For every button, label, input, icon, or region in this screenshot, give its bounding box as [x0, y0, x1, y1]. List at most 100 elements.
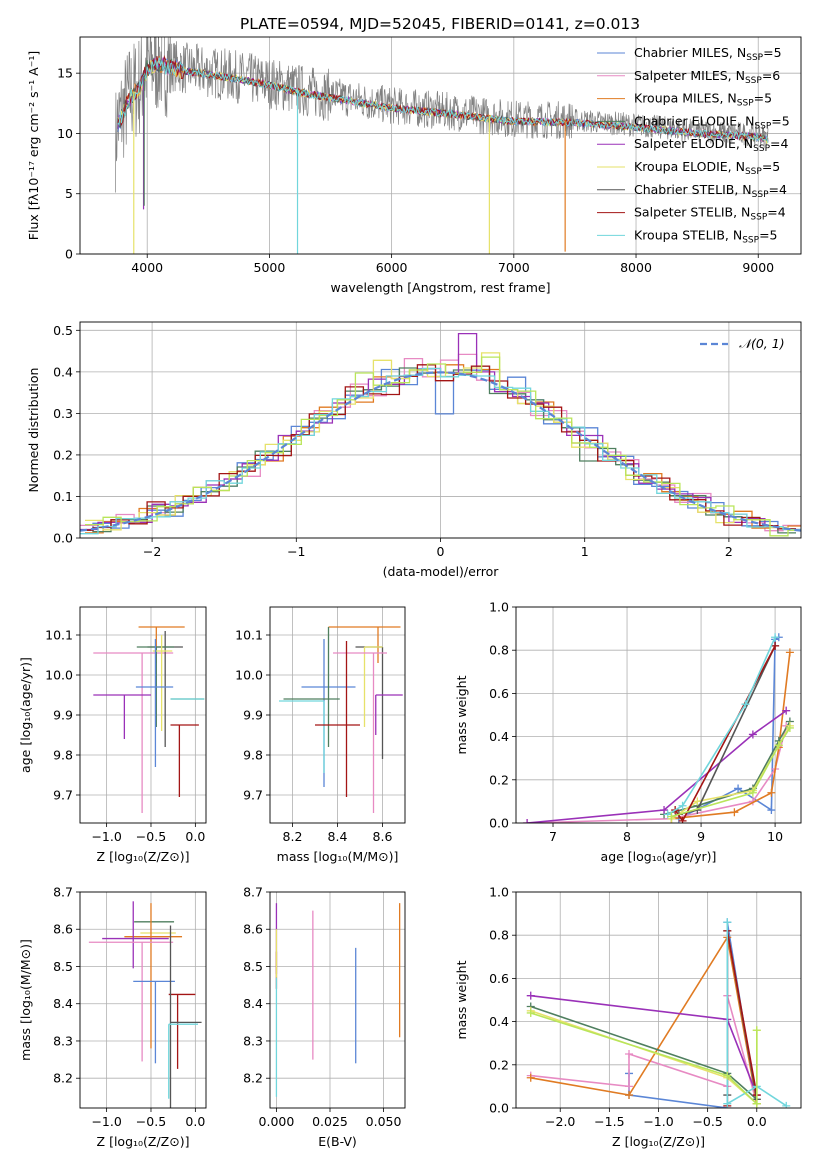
- mass_vs_Z-ytick-label: 8.3: [53, 1033, 73, 1048]
- weight_vs_age-ytick-label: 0.0: [489, 816, 509, 831]
- weight-point-marker: [625, 1091, 634, 1100]
- weight_vs_age-ytick-label: 1.0: [489, 600, 509, 615]
- weight_vs_Z-plot-area: [526, 918, 791, 1108]
- weight_vs_age-frame: [515, 606, 802, 824]
- age_vs_mass-ytick-label: 9.9: [243, 708, 263, 723]
- spectrum-ytick-label: 15: [57, 66, 73, 81]
- legend-entry-subscript: SSP: [753, 144, 770, 154]
- legend-entry-count: =5: [762, 159, 780, 174]
- weight-line: [667, 636, 776, 816]
- mass_vs_ebv-xtick-label: 0.025: [312, 1114, 348, 1129]
- residuals-xtick-label: −2: [143, 544, 161, 559]
- legend-entry-subscript: SSP: [752, 190, 769, 200]
- age_vs_mass-ytick-label: 10.0: [235, 668, 263, 683]
- weight_vs_Z-ytick-label: 1.0: [489, 885, 509, 900]
- legend-entry: Kroupa ELODIE, NSSP=5: [634, 159, 780, 177]
- legend-entry: Chabrier MILES, NSSP=5: [634, 45, 782, 63]
- spectrum-frame: [79, 36, 802, 255]
- weight-point-marker: [526, 991, 535, 1000]
- weight-point-marker: [782, 1101, 791, 1108]
- age_vs_Z-ytick-label: 10.1: [45, 628, 73, 643]
- residuals-ytick-label: 0.0: [53, 531, 73, 546]
- legend-entry-subscript: SSP: [750, 213, 767, 223]
- spectrum-ytick-label: 0: [65, 247, 73, 262]
- residuals-ytick-label: 0.1: [53, 489, 73, 504]
- age_vs_Z-frame: [79, 606, 207, 824]
- mass_vs_ebv-frame: [269, 891, 406, 1109]
- residuals-plot-area: [80, 332, 801, 537]
- spectrum-xtick-label: 7000: [498, 260, 530, 275]
- legend-entry-subscript: SSP: [746, 53, 763, 63]
- residuals-ylabel: Normed distribution: [26, 368, 41, 493]
- age_vs_Z-xtick-label: −1.0: [91, 829, 121, 844]
- weight-point-marker: [771, 641, 780, 650]
- legend-entry: Kroupa MILES, NSSP=5: [634, 91, 772, 109]
- residuals-ytick-label: 0.2: [53, 447, 73, 462]
- weight-point-marker: [693, 797, 702, 806]
- mass_vs_ebv-ytick-label: 8.4: [243, 996, 263, 1011]
- mass_vs_ebv-plot-area: [275, 903, 401, 1097]
- mass_vs_ebv-ytick-label: 8.7: [243, 885, 263, 900]
- legend-entry-subscript: SSP: [745, 167, 762, 177]
- age_vs_Z-plot-area: [93, 626, 205, 813]
- weight-point-marker: [748, 730, 757, 739]
- age_vs_mass-ytick-label: 10.1: [235, 628, 263, 643]
- spectrum-ytick-label: 10: [57, 126, 73, 141]
- mass_vs_Z-xlabel: Z [log₁₀(Z/Z⊙)]: [97, 1134, 190, 1149]
- weight_vs_age-xtick-label: 8: [623, 829, 631, 844]
- age_vs_mass-xtick-label: 8.2: [283, 829, 303, 844]
- weight_vs_Z-ytick-label: 0.4: [489, 1014, 509, 1029]
- weight_vs_Z-xtick-label: −1.0: [643, 1114, 673, 1129]
- mass_vs_ebv-xlabel: E(B-V): [318, 1134, 357, 1149]
- mass_vs_ebv-xtick-label: 0.000: [259, 1114, 295, 1129]
- weight-point-marker: [723, 1071, 732, 1080]
- residuals-xtick-label: −1: [287, 544, 305, 559]
- age_vs_mass-ytick-label: 9.8: [243, 748, 263, 763]
- mass_vs_Z-xtick-label: −1.0: [91, 1114, 121, 1129]
- residuals-xtick-label: 0: [437, 544, 445, 559]
- residuals-frame: [79, 321, 802, 539]
- weight-line: [527, 725, 787, 823]
- mass_vs_Z-frame: [79, 891, 207, 1109]
- age_vs_Z-ylabel: age [log₁₀(age/yr)]: [18, 657, 33, 773]
- weight-line: [530, 935, 758, 1104]
- legend-entry: Kroupa STELIB, NSSP=5: [634, 227, 778, 245]
- weight_vs_age-ytick-label: 0.8: [489, 643, 509, 658]
- weight-point-marker: [678, 816, 687, 823]
- weight-line: [530, 1012, 758, 1106]
- weight_vs_age-axes: 7 8 9 10 0.0 0.2 0.4 0.6 0.8 1.0 age [log₁₀(age/yr…: [454, 600, 801, 864]
- age_vs_Z-xtick-label: −0.5: [136, 829, 166, 844]
- residuals-xtick-label: 1: [581, 544, 589, 559]
- weight-point-marker: [660, 806, 669, 815]
- spectrum-ytick-label: 5: [65, 186, 73, 201]
- mass_vs_Z-ytick-label: 8.5: [53, 959, 73, 974]
- weight-line: [530, 1010, 758, 1106]
- spectrum-xtick-label: 6000: [376, 260, 408, 275]
- mass_vs_ebv-xtick-label: 0.050: [366, 1114, 402, 1129]
- weight-point-marker: [730, 808, 739, 817]
- weight-point-marker: [767, 806, 776, 815]
- legend-entry: Salpeter MILES, NSSP=6: [634, 68, 780, 86]
- weight_vs_age-ytick-label: 0.4: [489, 729, 509, 744]
- legend-entry-count: =4: [767, 205, 785, 220]
- mass_vs_Z-plot-area: [88, 901, 202, 1108]
- spectrum-plot-area: [115, 37, 769, 254]
- weight_vs_Z-ytick-label: 0.6: [489, 971, 509, 986]
- weight-point-marker: [741, 700, 750, 709]
- weight_vs_age-xtick-label: 7: [549, 829, 557, 844]
- legend-entry-label: Chabrier ELODIE, N: [634, 113, 754, 128]
- age_vs_mass-xtick-label: 8.6: [373, 829, 393, 844]
- mass_vs_Z-ytick-label: 8.4: [53, 996, 73, 1011]
- age_vs_Z-ytick-label: 9.7: [53, 788, 73, 803]
- legend-entry: Salpeter STELIB, NSSP=4: [634, 205, 786, 223]
- weight-point-marker: [625, 1050, 634, 1058]
- weight-point-marker: [782, 706, 791, 715]
- age_vs_mass-frame: [269, 606, 406, 824]
- age_vs_mass-xlabel: mass [log₁₀(M/M⊙)]: [277, 849, 399, 864]
- weight-point-marker: [526, 1073, 535, 1082]
- age_vs_Z-axes: −1.0 −0.5 0.0 9.7 9.8 9.9 10.0 10.1 Z [log₁₀(Z/Z…: [18, 607, 206, 864]
- spectrum-xtick-label: 9000: [742, 260, 774, 275]
- mass_vs_ebv-axes: 0.000 0.025 0.050 8.2 8.3 8.4 8.5 8.6 8.7 E(B-V): [243, 885, 405, 1149]
- age_vs_Z-ytick-label: 9.8: [53, 748, 73, 763]
- weight-point-marker: [785, 648, 794, 657]
